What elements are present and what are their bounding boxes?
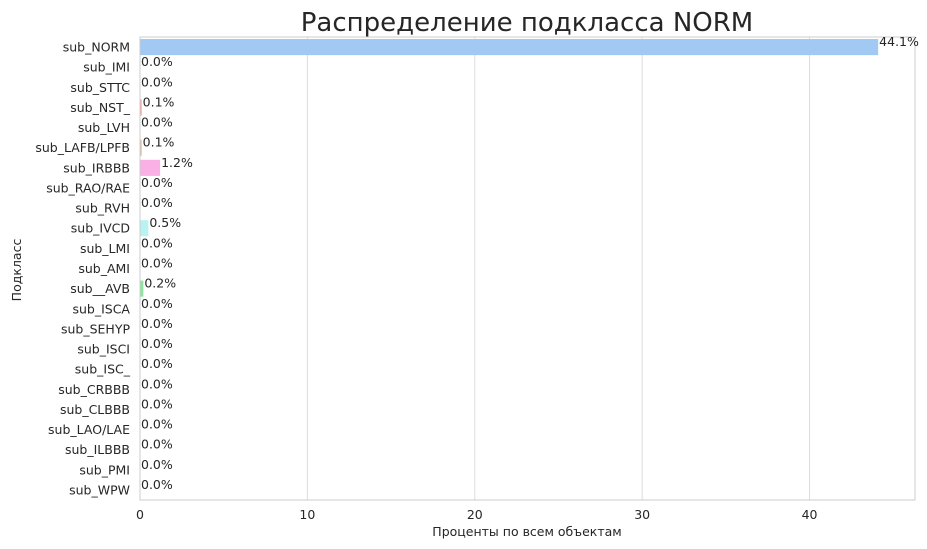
y-tick-label: sub_ISCA: [72, 301, 130, 316]
y-tick-label: sub_IRBBB: [63, 160, 130, 175]
bar: [140, 99, 142, 116]
y-tick-label: sub_CLBBB: [60, 402, 130, 417]
bar: [140, 220, 149, 237]
x-axis-label: Проценты по всем объектам: [432, 524, 621, 539]
y-tick-label: sub_RVH: [75, 201, 130, 216]
bars: [140, 39, 879, 297]
y-tick-label: sub_LVH: [78, 120, 130, 135]
data-label: 0.0%: [141, 477, 173, 492]
bar: [140, 139, 142, 156]
y-tick-label: sub_NORM: [63, 40, 130, 55]
data-label: 0.0%: [141, 235, 173, 250]
y-tick-label: sub_IMI: [83, 60, 130, 75]
chart-title: Распределение подкласса NORM: [301, 8, 754, 38]
data-label: 0.0%: [141, 437, 173, 452]
data-label: 0.0%: [141, 457, 173, 472]
y-tick-label: sub_SEHYP: [61, 321, 130, 336]
data-label: 0.0%: [141, 396, 173, 411]
data-label: 0.0%: [141, 175, 173, 190]
y-tick-label: sub_RAO/RAE: [46, 180, 130, 195]
data-label: 0.0%: [141, 296, 173, 311]
data-label: 0.0%: [141, 316, 173, 331]
data-label: 0.2%: [144, 276, 176, 291]
data-label: 0.0%: [141, 74, 173, 89]
data-label: 0.0%: [141, 356, 173, 371]
x-axis-ticks: 0 10 20 30 40: [136, 507, 818, 522]
x-tick-label: 40: [802, 507, 818, 522]
y-tick-label: sub_LMI: [80, 241, 130, 256]
data-label: 0.0%: [141, 195, 173, 210]
y-tick-label: sub_ISCI: [77, 342, 130, 357]
data-label: 1.2%: [161, 155, 193, 170]
data-label: 0.0%: [141, 115, 173, 130]
y-tick-label: sub_AMI: [78, 261, 130, 276]
x-tick-label: 0: [136, 507, 144, 522]
data-label: 0.0%: [141, 417, 173, 432]
y-tick-label: sub_CRBBB: [58, 382, 130, 397]
y-axis-ticks: sub_NORM sub_IMI sub_STTC sub_NST_ sub_LVHsu…: [35, 40, 130, 498]
y-tick-label: sub_LAO/LAE: [48, 422, 130, 437]
y-tick-label: sub_PMI: [79, 462, 130, 477]
data-label: 44.1%: [879, 34, 919, 49]
bar: [140, 159, 161, 176]
y-tick-label: sub_ILBBB: [65, 442, 130, 457]
data-label: 0.0%: [141, 256, 173, 271]
y-axis-label: Подкласс: [9, 239, 24, 302]
plot-frame: [139, 36, 916, 501]
data-label: 0.5%: [149, 215, 181, 230]
data-label: 0.0%: [141, 54, 173, 69]
data-label: 0.1%: [143, 135, 175, 150]
x-tick-label: 10: [299, 507, 315, 522]
y-tick-label: sub_LAFB/LPFB: [35, 140, 130, 155]
y-tick-label: sub__AVB: [70, 281, 130, 296]
y-tick-label: sub_NST_: [70, 100, 131, 115]
x-tick-label: 20: [467, 507, 483, 522]
grid-lines: [139, 37, 811, 500]
data-labels: 44.1% 0.0% 0.0% 0.1% 0.0% 0.1% 1.2% 0.0% 0.0% 0.5…: [141, 34, 919, 492]
data-label: 0.0%: [141, 376, 173, 391]
bar: [140, 39, 879, 56]
bar: [140, 280, 144, 297]
y-tick-label: sub_ISC_: [75, 362, 131, 377]
data-label: 0.1%: [143, 94, 175, 109]
x-tick-label: 30: [634, 507, 650, 522]
y-tick-label: sub_IVCD: [71, 221, 130, 236]
y-tick-label: sub_STTC: [70, 80, 130, 95]
data-label: 0.0%: [141, 336, 173, 351]
y-tick-label: sub_WPW: [69, 482, 130, 497]
